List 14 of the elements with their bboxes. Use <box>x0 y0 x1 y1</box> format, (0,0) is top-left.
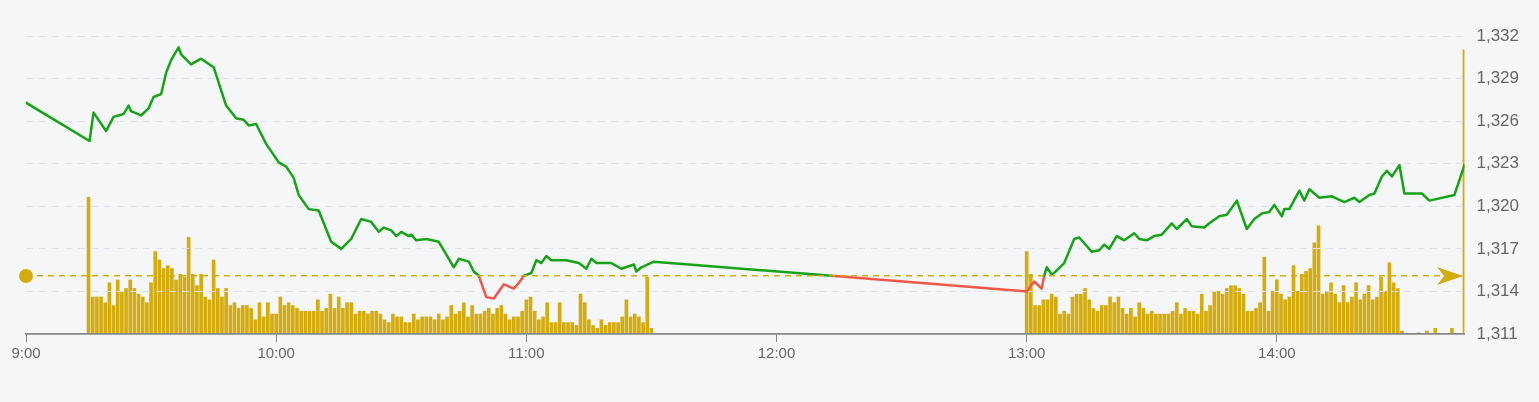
y-tick-label: 1,320 <box>1476 195 1520 215</box>
x-tick-label: 9:00 <box>11 344 41 362</box>
y-tick-label: 1,311 <box>1476 323 1518 343</box>
y-tick-label: 1,323 <box>1476 153 1520 173</box>
x-tick-label: 14:00 <box>1258 344 1296 362</box>
x-tick-label: 13:00 <box>1007 344 1046 362</box>
x-tick-label: 10:00 <box>257 344 295 362</box>
y-tick-label: 1,317 <box>1476 238 1520 258</box>
x-tick-label: 12:00 <box>757 344 796 362</box>
y-tick-label: 1,329 <box>1476 68 1520 88</box>
x-tick-label: 11:00 <box>508 344 545 362</box>
y-tick-label: 1,314 <box>1476 281 1520 301</box>
y-tick-label: 1,326 <box>1476 110 1520 130</box>
y-tick-label: 1,332 <box>1476 25 1520 45</box>
